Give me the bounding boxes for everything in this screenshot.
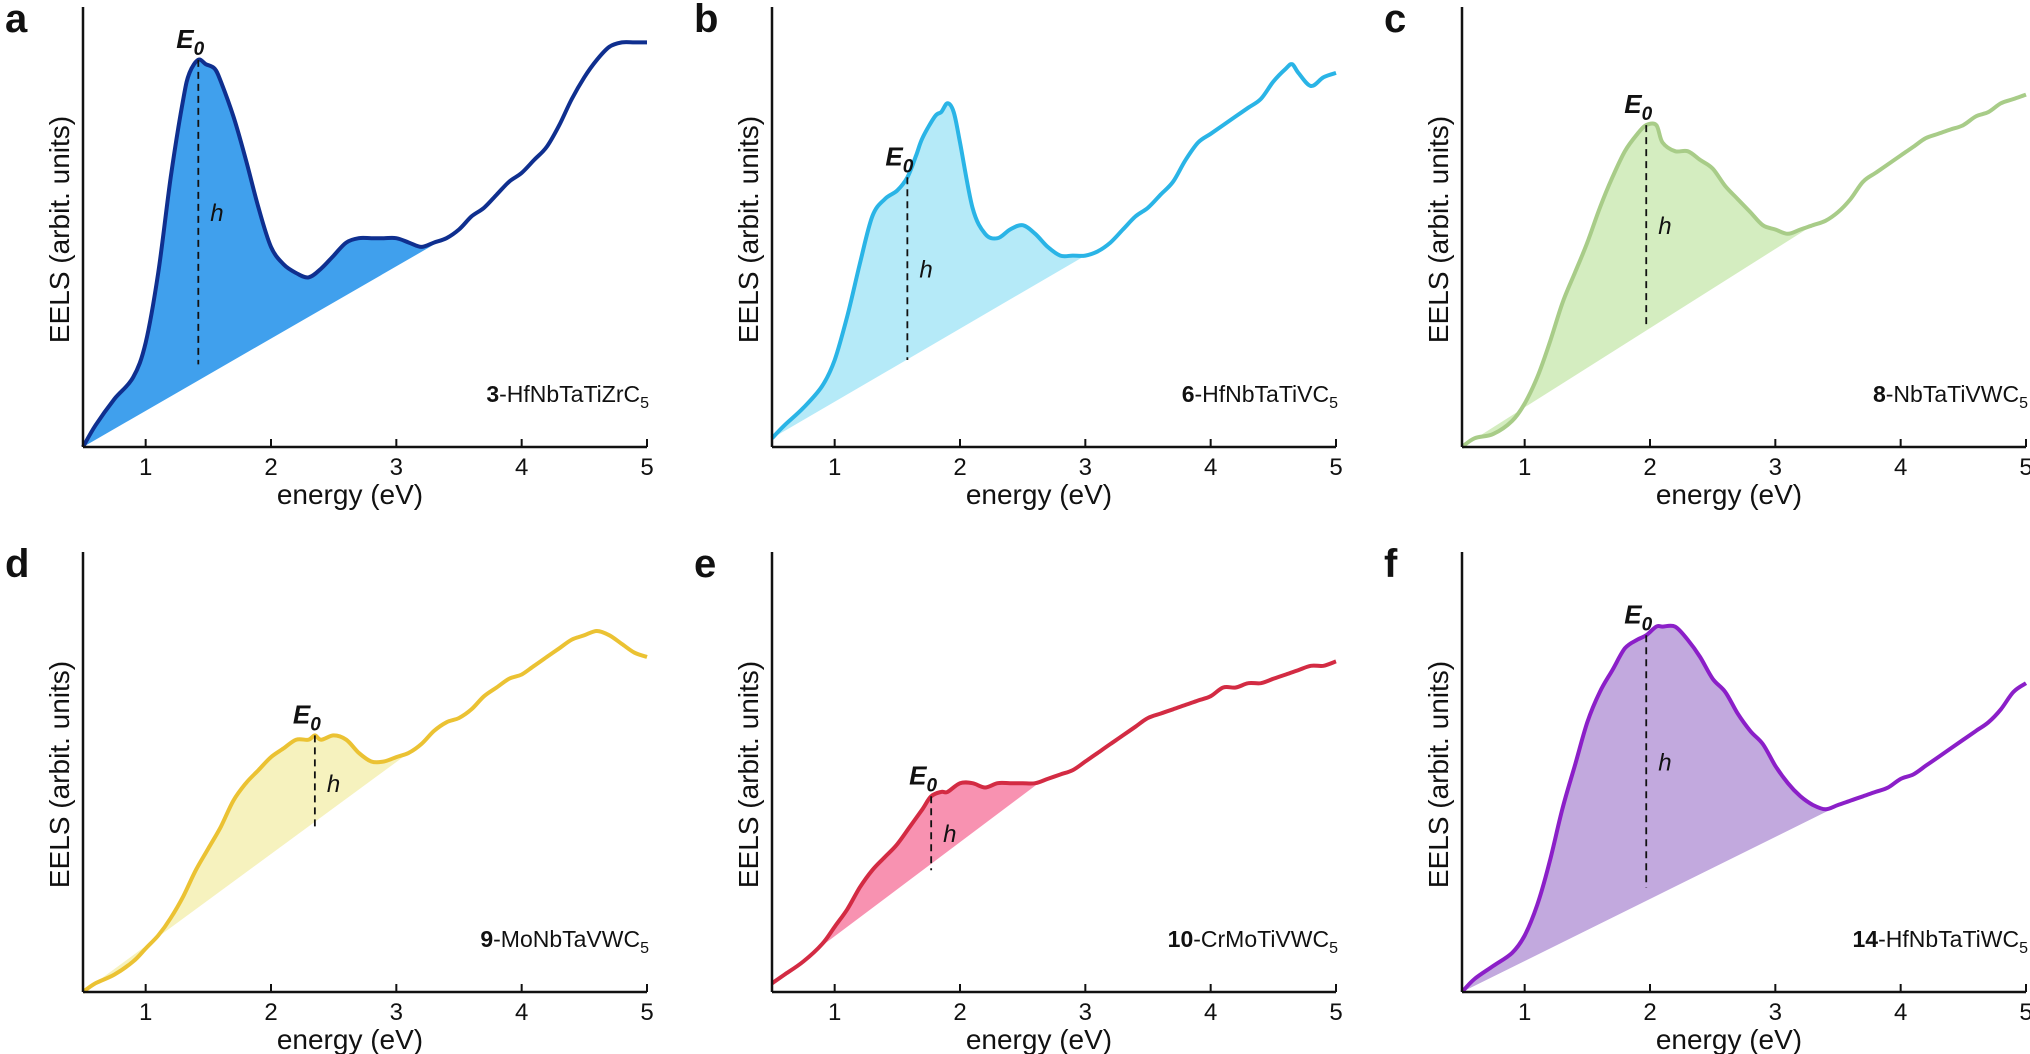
spectrum-line [81,40,647,449]
compound-label: 8-NbTaTiVWC5 [1873,381,2028,412]
e0-label: E0 [1624,89,1652,125]
x-tick-label: 2 [264,999,277,1026]
panel-letter: c [1384,0,1406,41]
x-tick-label: 2 [264,454,277,481]
panel-letter: e [694,542,716,586]
x-axis-label: energy (eV) [966,1024,1112,1054]
compound-label: 14-HfNbTaTiWC5 [1853,926,2029,957]
x-tick-label: 3 [1079,454,1092,481]
height-label: h [1658,213,1671,240]
x-tick-label: 1 [1518,454,1531,481]
spectrum-line [770,62,1337,440]
compound-label: 6-HfNbTaTiVC5 [1182,381,1338,412]
panel-letter: a [5,0,28,41]
x-tick-label: 4 [1204,999,1217,1026]
compound-label: 9-MoNbTaVWC5 [480,926,649,957]
e0-label: E0 [909,760,937,796]
x-tick-label: 4 [1204,454,1217,481]
panel-e: hE0 1 2 3 4 5 energy (eV) EELS (arbit. units) e 1… [694,542,1343,1054]
x-tick-label: 3 [390,999,403,1026]
e0-label: E0 [176,24,204,60]
e0-label: E0 [1624,599,1652,635]
x-tick-label: 1 [828,999,841,1026]
y-axis-label: EELS (arbit. units) [1423,116,1454,343]
x-axis-label: energy (eV) [1656,479,1802,510]
x-tick-label: 3 [390,454,403,481]
y-axis-label: EELS (arbit. units) [1423,661,1454,888]
x-tick-label: 5 [640,999,653,1026]
x-tick-label: 4 [515,999,528,1026]
shaded-area [1462,626,1845,992]
x-tick-label: 5 [640,454,653,481]
panel-letter: d [5,542,29,586]
shaded-area [1462,125,1813,447]
panel-letter: f [1384,542,1398,586]
spectrum-line [1460,623,2028,994]
shaded-area [83,59,453,448]
x-tick-label: 1 [1518,999,1531,1026]
e0-label: E0 [885,141,913,177]
panel-f: h E0 1 2 3 4 5 energy (eV) EELS (arbit. units) f 1… [1384,542,2030,1054]
x-tick-label: 2 [953,454,966,481]
shaded-area [772,781,1042,984]
x-tick-label: 5 [1329,454,1342,481]
height-label: h [943,821,956,848]
compound-label: 3-HfNbTaTiZrC5 [486,381,649,412]
y-axis-label: EELS (arbit. units) [44,661,75,888]
x-tick-label: 3 [1769,999,1782,1026]
x-tick-label: 3 [1769,454,1782,481]
x-tick-label: 1 [139,999,152,1026]
spectrum-line [81,629,648,994]
height-label: h [210,200,223,227]
x-tick-label: 5 [2019,999,2030,1026]
shaded-area [83,735,409,992]
x-tick-label: 3 [1079,999,1092,1026]
panel-letter: b [694,0,718,41]
height-label: h [327,771,340,798]
height-label: h [1658,749,1671,776]
x-tick-label: 1 [828,454,841,481]
x-tick-label: 1 [139,454,152,481]
x-tick-label: 4 [1894,999,1907,1026]
x-axis-label: energy (eV) [966,479,1112,510]
x-tick-label: 2 [953,999,966,1026]
y-axis-label: EELS (arbit. units) [733,116,764,343]
panel-a: h E0 1 2 3 4 5 energy (eV) EELS (arbit. units) a 3… [5,0,654,510]
x-tick-label: 5 [2019,454,2030,481]
y-axis-label: EELS (arbit. units) [44,116,75,343]
e0-label: E0 [293,699,321,735]
x-tick-label: 4 [515,454,528,481]
spectrum-line [1460,92,2027,449]
panel-d: h E0 1 2 3 4 5 energy (eV) EELS (arbit. units) d 9… [5,542,654,1054]
compound-label: 10-CrMoTiVWC5 [1168,926,1338,957]
shaded-area [772,103,1086,439]
x-tick-label: 4 [1894,454,1907,481]
x-tick-label: 2 [1643,454,1656,481]
x-axis-label: energy (eV) [277,1024,423,1054]
spectrum-line [770,659,1337,985]
x-tick-label: 2 [1643,999,1656,1026]
x-axis-label: energy (eV) [1656,1024,1802,1054]
height-label: h [919,257,932,284]
panel-b: h E0 1 2 3 4 5 energy (eV) EELS (arbit. units) b 6… [694,0,1343,510]
panel-c: h E0 1 2 3 4 5 energy (eV) EELS (arbit. units) c 8… [1384,0,2030,510]
y-axis-label: EELS (arbit. units) [733,661,764,888]
x-tick-label: 5 [1329,999,1342,1026]
x-axis-label: energy (eV) [277,479,423,510]
